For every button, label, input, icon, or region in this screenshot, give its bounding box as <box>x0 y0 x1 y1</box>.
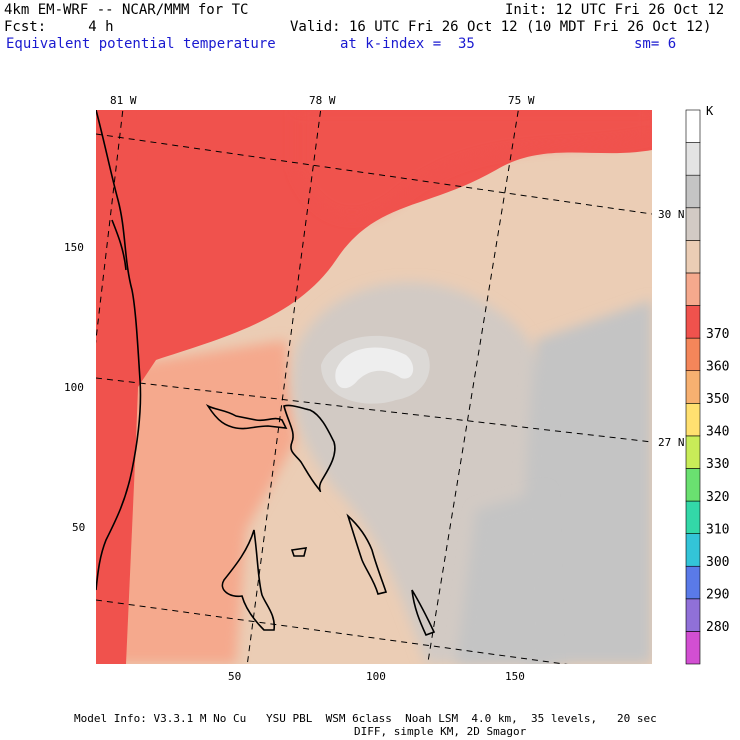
colorbar-label: 360 <box>706 359 729 374</box>
colorbar-label: 340 <box>706 425 729 440</box>
colorbar-swatch <box>685 370 701 404</box>
colorbar-swatch <box>685 109 701 143</box>
model-info-line2: DIFF, simple KM, 2D Smagor <box>354 725 527 738</box>
level-info: at k-index = 35 <box>340 36 475 52</box>
colorbar-label: 300 <box>706 555 729 570</box>
y-tick-150: 150 <box>64 241 84 254</box>
forecast-hour: Fcst: 4 h <box>4 19 114 35</box>
x-tick-100: 100 <box>366 670 386 683</box>
model-title: 4km EM-WRF -- NCAR/MMM for TC <box>4 2 249 18</box>
field-name: Equivalent potential temperature <box>6 36 276 52</box>
colorbar-label: 320 <box>706 490 729 505</box>
colorbar-swatch <box>685 305 701 339</box>
lon-label-81w: 81 W <box>110 94 137 107</box>
lat-label-30n: 30 N <box>658 208 685 221</box>
colorbar-swatch <box>685 468 701 502</box>
colorbar-label: 350 <box>706 392 729 407</box>
init-time: Init: 12 UTC Fri 26 Oct 12 <box>505 2 725 18</box>
colorbar-swatch <box>685 207 701 241</box>
colorbar-label: 280 <box>706 620 729 635</box>
colorbar-swatch <box>685 533 701 567</box>
valid-time: Valid: 16 UTC Fri 26 Oct 12 (10 MDT Fri … <box>290 19 712 35</box>
colorbar-swatch <box>685 565 701 600</box>
colorbar-swatch <box>685 337 701 372</box>
colorbar-label: 330 <box>706 457 729 472</box>
y-tick-50: 50 <box>72 521 86 534</box>
colorbar-label: 370 <box>706 327 729 342</box>
colorbar-label: 310 <box>706 522 729 537</box>
smoothing-info: sm= 6 <box>634 36 677 52</box>
map-field <box>96 110 652 664</box>
y-tick-100: 100 <box>64 381 84 394</box>
colorbar-unit: K <box>706 104 714 118</box>
lon-label-75w: 75 W <box>508 94 535 107</box>
colorbar-swatch <box>685 402 701 437</box>
colorbar-swatch <box>685 631 701 665</box>
map-panel <box>96 110 652 664</box>
colorbar-swatch <box>685 500 701 534</box>
colorbar-label: 290 <box>706 588 729 603</box>
colorbar-swatch <box>685 272 701 306</box>
lon-label-78w: 78 W <box>309 94 336 107</box>
x-tick-150: 150 <box>505 670 525 683</box>
x-tick-50: 50 <box>228 670 242 683</box>
colorbar-swatch <box>685 240 701 274</box>
colorbar-swatch <box>685 142 701 176</box>
colorbar-swatch <box>685 598 701 632</box>
colorbar-swatch <box>685 174 701 209</box>
lat-label-27n: 27 N <box>658 436 685 449</box>
colorbar-swatch <box>685 435 701 469</box>
model-info: Model Info: V3.3.1 M No Cu YSU PBL WSM 6… <box>74 712 657 725</box>
